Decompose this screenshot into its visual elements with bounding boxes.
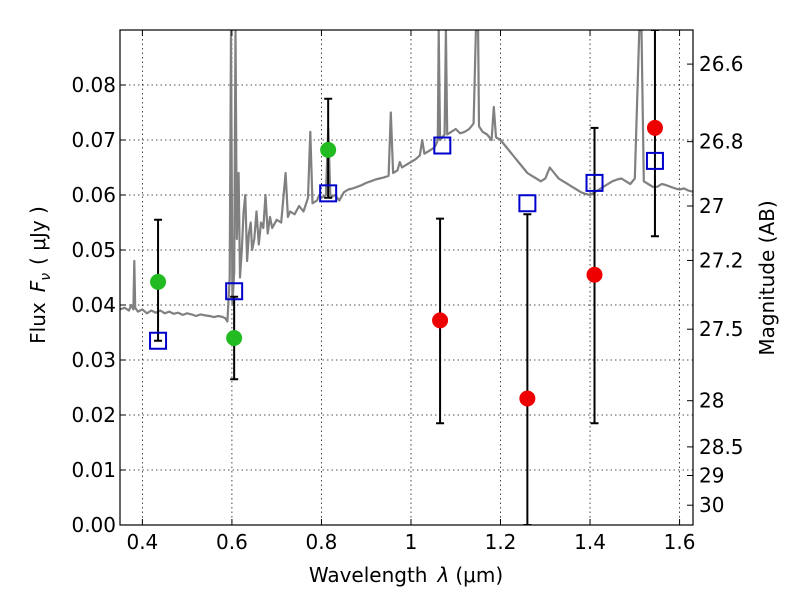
- upper-limit-point: [586, 266, 603, 283]
- y-tick-label: 0.04: [71, 293, 116, 317]
- y2-tick-label: 26.6: [699, 52, 744, 76]
- x-tick-label: 0.8: [306, 530, 338, 554]
- y-tick-labels: 0.00 0.01 0.02 0.03 0.04 0.05 0.06 0.07 0.08: [71, 73, 116, 537]
- y2-tick-label: 27.5: [699, 317, 744, 341]
- y-axis-symbol: F: [26, 280, 50, 292]
- y2-tick-label: 27.2: [699, 248, 744, 272]
- y2-tick-label: 28.5: [699, 435, 744, 459]
- y2-tick-labels: 26.6 26.8 27 27.2 27.5 28 28.5 29 30: [699, 52, 744, 517]
- model-box-marker: [645, 151, 664, 170]
- y-tick-label: 0.06: [71, 183, 116, 207]
- y-tick-label: 0.02: [71, 403, 116, 427]
- y2-tick-label: 30: [699, 493, 724, 517]
- x-tick-label: 1: [405, 530, 418, 554]
- x-tick-label: 0.4: [126, 530, 158, 554]
- detection-point: [320, 141, 337, 158]
- photometry-points: [150, 119, 663, 407]
- x-axis-label: Wavelength λ (μm): [309, 563, 503, 587]
- y-axis-label-text: Flux: [26, 302, 50, 344]
- plot-frame: [119, 29, 694, 526]
- x-tick-label: 1.6: [664, 530, 696, 554]
- upper-limit-point: [646, 119, 663, 136]
- y-axis-label: Flux Fν ( μJy ): [26, 206, 54, 344]
- y2-tick-label: 26.8: [699, 130, 744, 154]
- x-tick-label: 1.4: [574, 530, 606, 554]
- grid-lines: [120, 30, 693, 525]
- y-axis-subscript: ν: [38, 273, 54, 281]
- y-tick-label: 0.03: [71, 348, 116, 372]
- y2-tick-label: 29: [699, 464, 724, 488]
- y2-tick-label: 27: [699, 194, 724, 218]
- y-tick-label: 0.07: [71, 128, 116, 152]
- model-box-marker: [518, 194, 537, 213]
- model-box-series: [149, 136, 664, 350]
- spectrum-line: [120, 30, 693, 323]
- x-axis-label-text: Wavelength: [309, 563, 428, 587]
- upper-limit-point: [519, 390, 536, 407]
- x-tick-label: 0.6: [216, 530, 248, 554]
- upper-limit-point: [432, 312, 449, 329]
- model-box-marker: [149, 331, 168, 350]
- model-box-marker: [225, 282, 244, 301]
- axis-ticks: [120, 30, 693, 526]
- y2-tick-label: 28: [699, 389, 724, 413]
- y-tick-label: 0.00: [71, 513, 116, 537]
- y-tick-label: 0.01: [71, 458, 116, 482]
- spectrum-series: [120, 30, 693, 323]
- y-tick-label: 0.05: [71, 238, 116, 262]
- y-tick-label: 0.08: [71, 73, 116, 97]
- y2-axis-label: Magnitude (AB): [755, 200, 779, 355]
- x-axis-unit: (μm): [455, 563, 503, 587]
- x-axis-symbol: λ: [437, 563, 450, 587]
- model-box-marker: [585, 173, 604, 192]
- y-axis-unit: ( μJy ): [26, 206, 50, 265]
- detection-point: [226, 330, 243, 346]
- model-box-marker: [319, 184, 338, 203]
- x-tick-labels: 0.4 0.6 0.8 1 1.2 1.4 1.6: [126, 530, 695, 554]
- model-box-marker: [433, 136, 452, 155]
- detection-point: [150, 273, 167, 290]
- x-tick-label: 1.2: [485, 530, 517, 554]
